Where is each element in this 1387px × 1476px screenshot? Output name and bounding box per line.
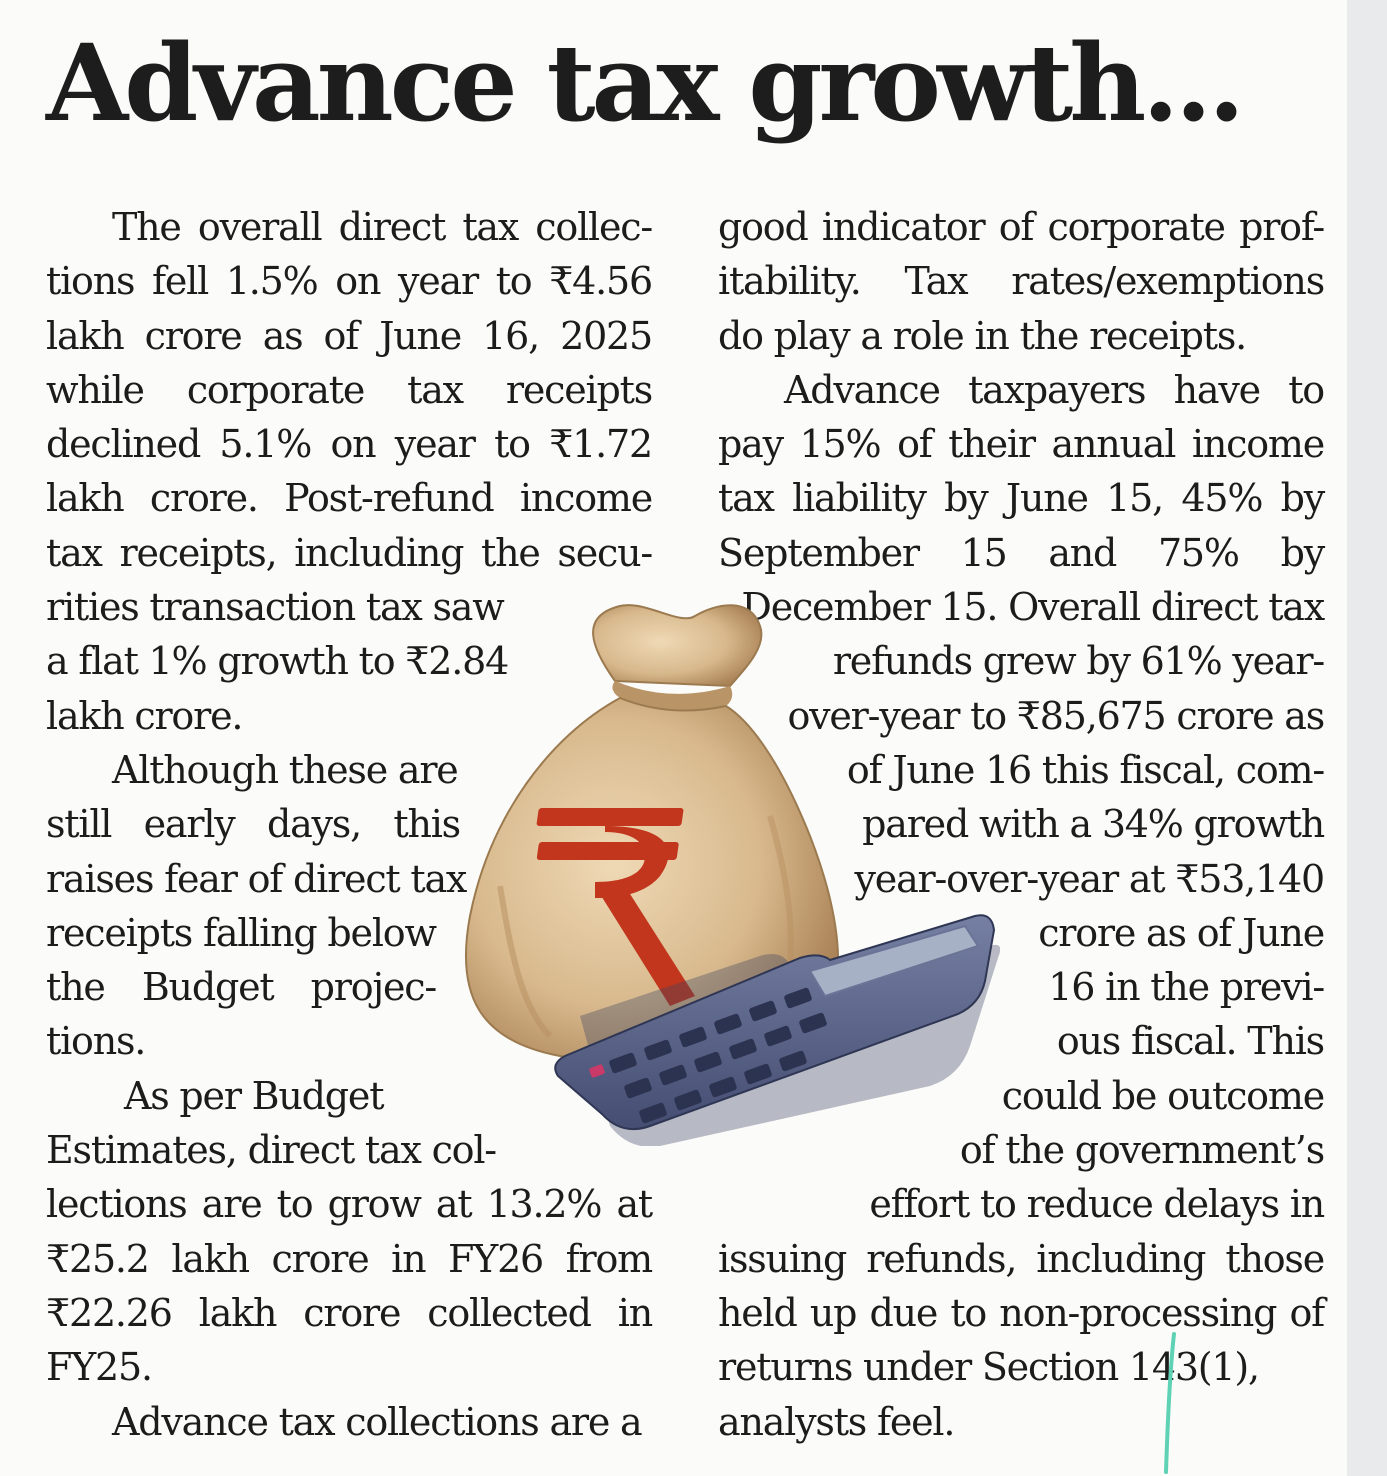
- text-line: while corporate tax receipts: [46, 367, 653, 412]
- text-line: receipts falling below: [46, 910, 437, 955]
- text-line: held up due to non-processing of: [718, 1290, 1325, 1335]
- text-line: tions.: [46, 1019, 146, 1064]
- text-line: pay 15% of their annual income: [718, 422, 1325, 467]
- text-line: crore as of June: [1038, 910, 1325, 955]
- text-line: tax liability by June 15, 45% by: [718, 476, 1325, 521]
- text-line: September 15 and 75% by: [718, 530, 1325, 575]
- text-line: returns under Section 143(1),: [718, 1345, 1260, 1390]
- text-line: pared with a 34% growth: [862, 802, 1325, 847]
- text-line: year-over-year at ₹53,140: [854, 856, 1326, 901]
- text-line: raises fear of direct tax: [46, 856, 467, 901]
- text-line: refunds grew by 61% year-: [832, 639, 1325, 684]
- text-line: lakh crore as of June 16, 2025: [46, 313, 653, 358]
- text-line: itability. Tax rates/exemptions: [718, 259, 1325, 304]
- text-line: declined 5.1% on year to ₹1.72: [46, 422, 653, 467]
- text-line: do play a role in the receipts.: [718, 313, 1247, 358]
- page-margin: [1347, 0, 1387, 1476]
- text-line: Advance tax collections are a: [112, 1399, 643, 1444]
- text-line: tions fell 1.5% on year to ₹4.56: [46, 259, 653, 304]
- rupee-icon: [536, 808, 695, 1006]
- text-line: over-year to ₹85,675 crore as: [787, 693, 1325, 738]
- text-line: ous fiscal. This: [1056, 1019, 1325, 1064]
- text-line: FY25.: [46, 1345, 153, 1390]
- text-line: good indicator of corporate prof-: [718, 205, 1325, 249]
- text-line: the Budget projec-: [46, 965, 437, 1010]
- text-line: The overall direct tax collec-: [112, 205, 653, 249]
- text-line: tax receipts, including the secu-: [46, 530, 653, 575]
- text-line: effort to reduce delays in: [869, 1182, 1325, 1227]
- text-line: Although these are: [112, 747, 459, 792]
- text-line: analysts feel.: [718, 1399, 955, 1444]
- text-line: Advance taxpayers have to: [784, 367, 1325, 412]
- text-line: ₹25.2 lakh crore in FY26 from: [46, 1236, 653, 1281]
- pen-stroke-mark: [1164, 1332, 1176, 1474]
- money-bag-calculator-image: [464, 604, 1000, 1146]
- text-line: of the government’s: [959, 1128, 1325, 1173]
- text-line: of June 16 this fiscal, com-: [846, 747, 1325, 792]
- text-line: As per Budget: [124, 1073, 384, 1118]
- text-line: still early days, this: [46, 802, 461, 847]
- text-line: a flat 1% growth to ₹2.84: [46, 639, 509, 684]
- text-line: lakh crore.: [46, 693, 243, 738]
- calculator-icon: [554, 914, 1000, 1146]
- text-line: lakh crore. Post-refund income: [46, 476, 653, 521]
- text-line: issuing refunds, including those: [718, 1236, 1325, 1281]
- headline: Advance tax growth...: [46, 20, 1245, 145]
- right-column: good indicator of corporate prof- itabil…: [718, 200, 1326, 1449]
- text-line: 16 in the previ-: [1048, 965, 1325, 1010]
- left-column: The overall direct tax collec- tions fel…: [46, 200, 653, 1449]
- text-line: rities transaction tax saw: [46, 585, 505, 630]
- text-line: Estimates, direct tax col-: [46, 1128, 497, 1173]
- text-line: lections are to grow at 13.2% at: [46, 1182, 653, 1227]
- text-line: ₹22.26 lakh crore collected in: [46, 1290, 653, 1335]
- text-line: could be outcome: [1001, 1073, 1325, 1118]
- text-line: December 15. Overall direct tax: [741, 585, 1325, 630]
